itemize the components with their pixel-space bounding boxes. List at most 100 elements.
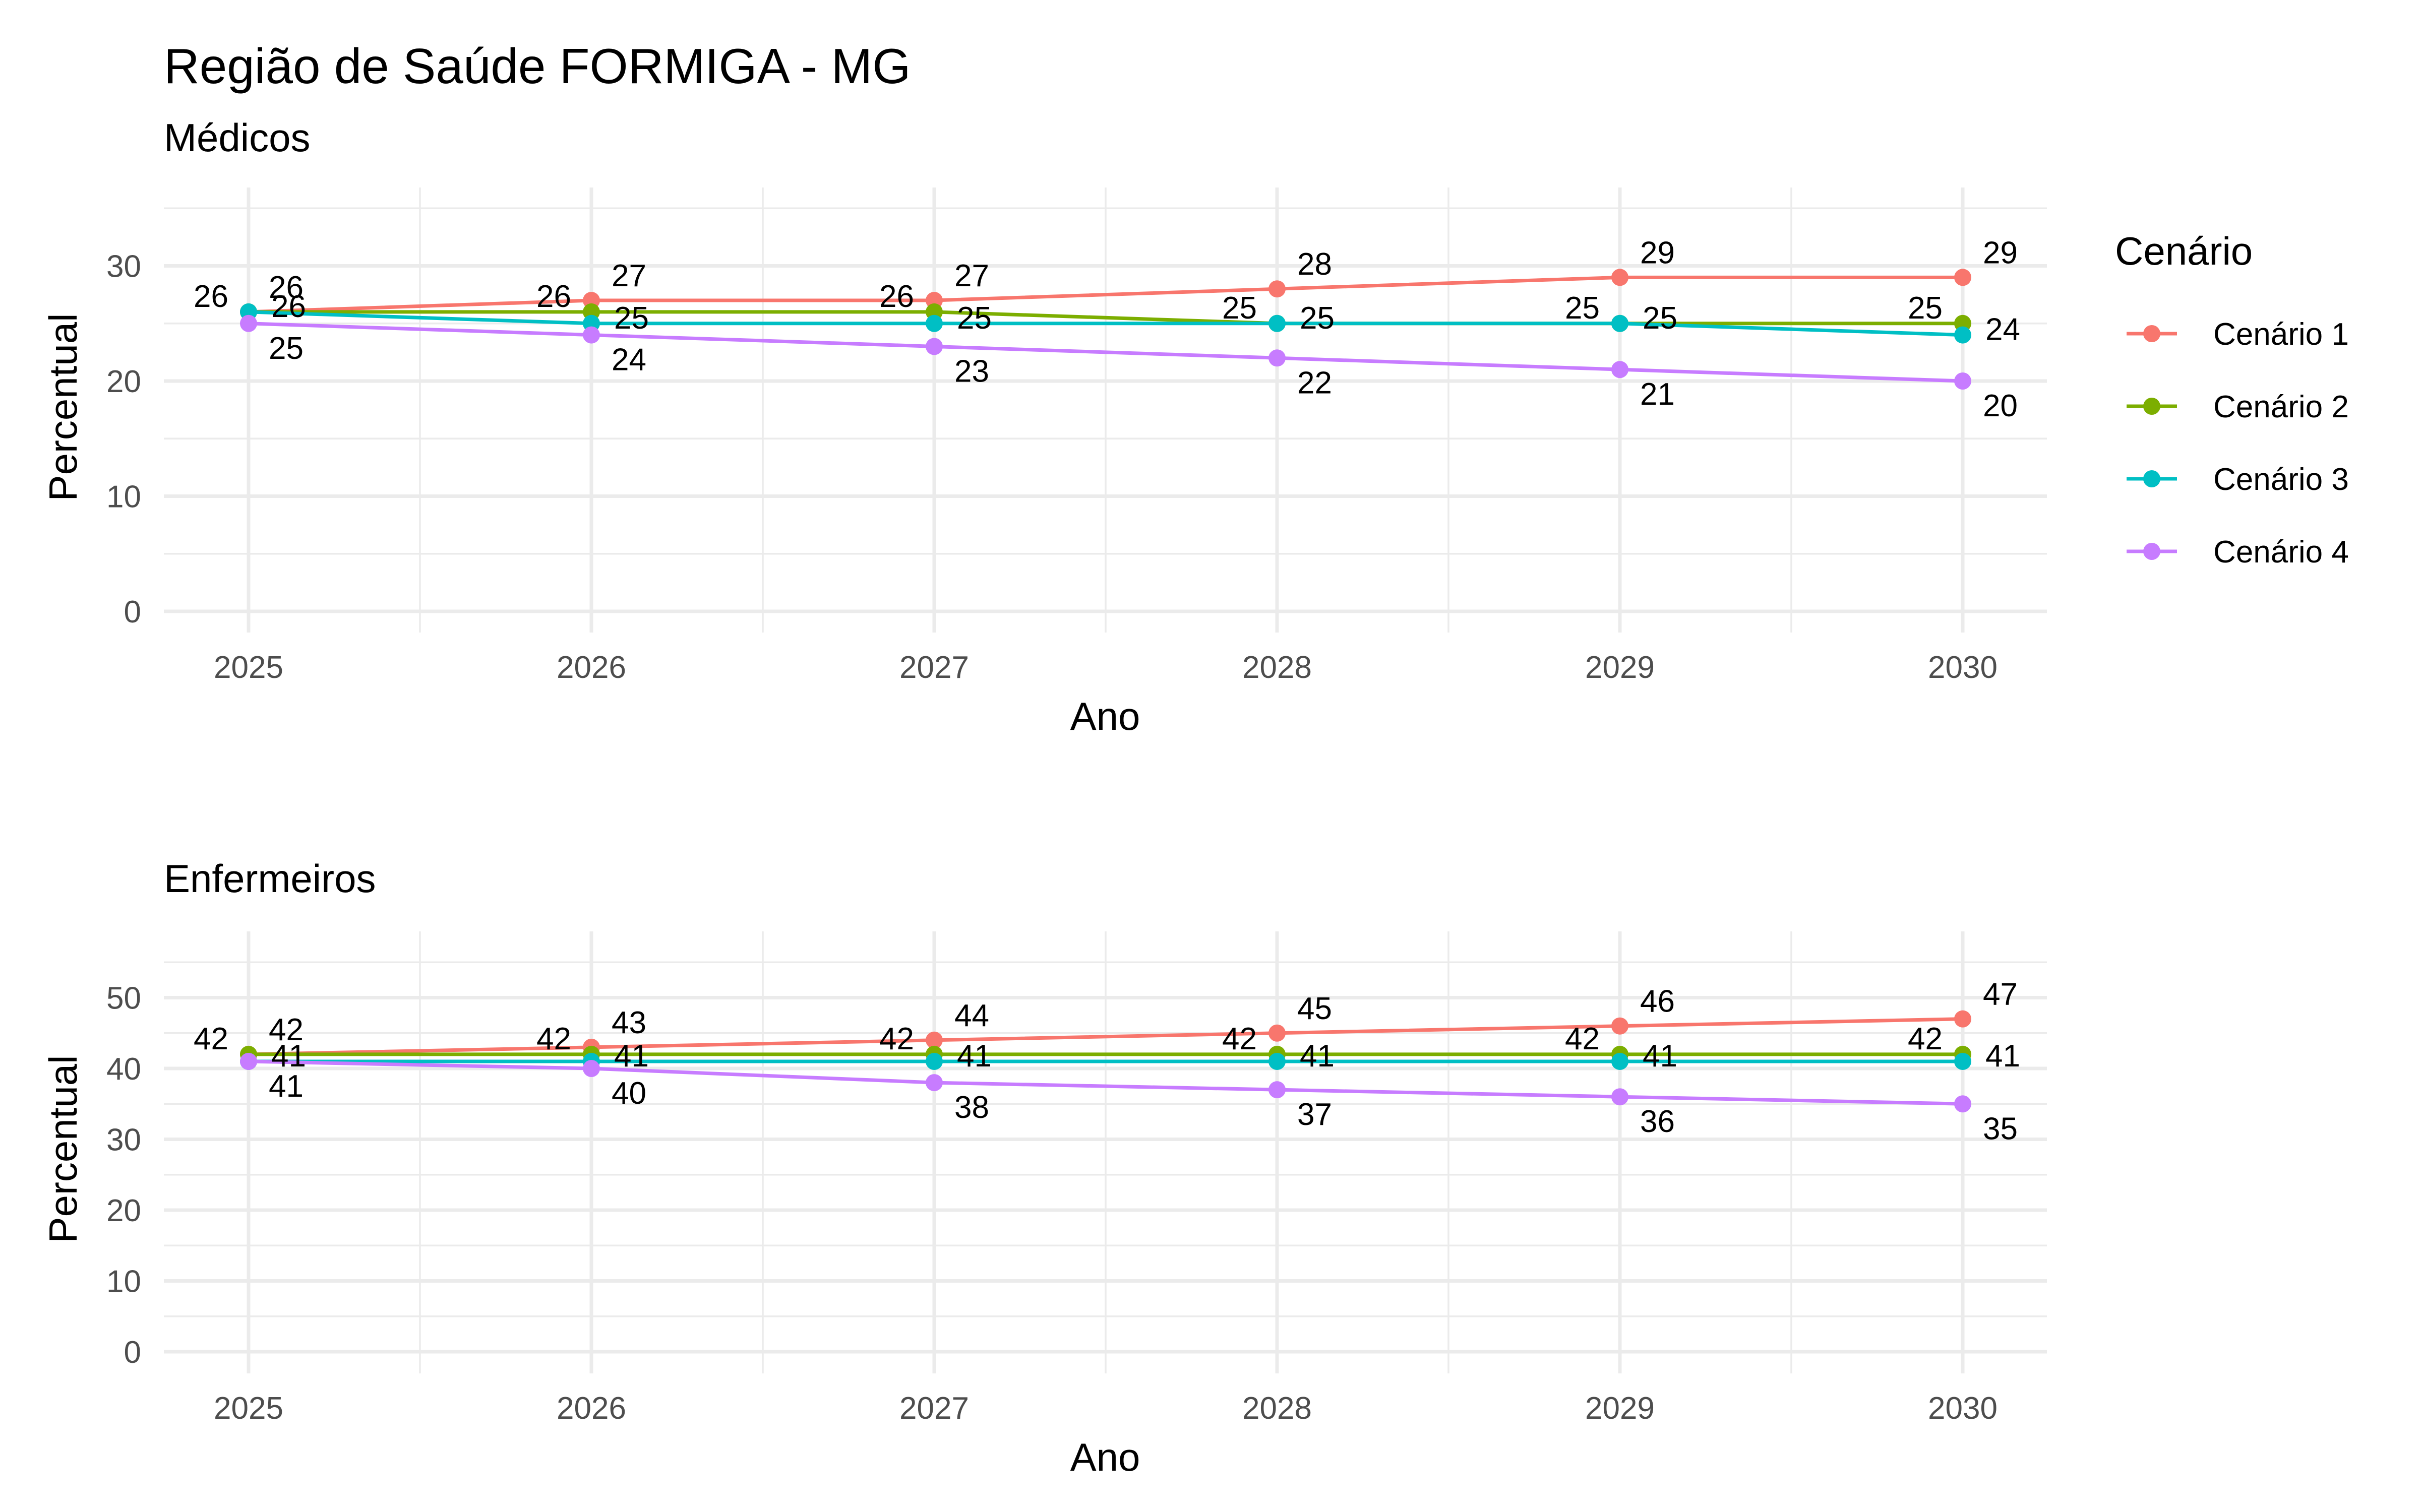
data-point [1268, 1024, 1286, 1042]
x-tick-label: 2026 [557, 1391, 626, 1426]
data-label: 25 [614, 301, 649, 336]
y-axis-title: Percentual [41, 313, 85, 501]
data-point [1954, 372, 1971, 390]
x-tick-label: 2025 [214, 1391, 283, 1426]
legend: Cenário Cenário 1 Cenário 2 Cenário 3 Ce… [2115, 229, 2349, 570]
x-tick-label: 2029 [1585, 650, 1655, 685]
data-label: 46 [1640, 984, 1675, 1019]
data-label: 42 [1222, 1022, 1257, 1056]
x-tick-label: 2025 [214, 650, 283, 685]
data-label: 45 [1297, 991, 1332, 1026]
y-axis-title: Percentual [41, 1055, 85, 1243]
data-point [926, 1074, 943, 1092]
data-point [1268, 349, 1286, 367]
data-label: 40 [612, 1076, 646, 1111]
data-label: 21 [1640, 377, 1675, 412]
y-tick-label: 20 [106, 364, 141, 399]
data-point [240, 1052, 257, 1070]
data-label: 41 [1300, 1039, 1335, 1074]
data-label: 25 [1222, 291, 1257, 326]
y-tick-label: 50 [106, 981, 141, 1016]
data-label: 41 [269, 1069, 304, 1104]
data-label: 29 [1983, 235, 2018, 270]
data-label: 26 [194, 279, 228, 314]
data-point [1268, 1052, 1286, 1070]
legend-key-point [2143, 398, 2160, 415]
series-line [249, 310, 1963, 326]
data-label: 26 [271, 289, 306, 324]
data-point [926, 1052, 943, 1070]
data-label: 41 [1985, 1039, 2020, 1074]
data-label: 27 [954, 259, 989, 293]
x-axis-title: Ano [1070, 1435, 1140, 1479]
data-label: 25 [269, 331, 304, 366]
series-line [248, 1017, 1963, 1056]
data-point [240, 314, 257, 332]
y-tick-label: 0 [124, 1335, 141, 1370]
data-label: 25 [1908, 291, 1943, 326]
data-point [1611, 314, 1628, 332]
series-line [248, 1059, 1963, 1106]
data-point [1611, 1088, 1628, 1106]
data-label: 29 [1640, 235, 1675, 270]
x-tick-label: 2030 [1928, 1391, 1998, 1426]
data-point [1611, 1017, 1628, 1035]
gridlines [164, 931, 2047, 1373]
data-label: 47 [1983, 977, 2018, 1012]
legend-entry-cenario-3: Cenário 3 [2127, 462, 2349, 497]
series-lines [240, 1010, 1971, 1113]
legend-entry-cenario-1: Cenário 1 [2127, 317, 2349, 352]
data-label: 35 [1983, 1111, 2018, 1146]
data-point [1611, 361, 1628, 379]
data-label: 26 [879, 279, 914, 314]
data-label: 25 [1643, 301, 1677, 336]
data-label: 38 [954, 1090, 989, 1125]
data-label: 26 [269, 270, 304, 305]
data-label: 41 [271, 1039, 306, 1074]
y-tick-label: 30 [106, 1123, 141, 1158]
legend-label: Cenário 1 [2213, 317, 2349, 352]
chart-title: Região de Saúde FORMIGA - MG [164, 38, 911, 94]
legend-entry-cenario-4: Cenário 4 [2127, 535, 2349, 570]
x-tick-label: 2029 [1585, 1391, 1655, 1426]
x-tick-label: 2027 [899, 650, 969, 685]
data-label: 27 [612, 259, 646, 293]
y-tick-label: 0 [124, 595, 141, 629]
y-tick-label: 10 [106, 1265, 141, 1299]
data-label: 42 [1565, 1022, 1600, 1056]
data-label: 24 [612, 343, 646, 377]
data-label: 28 [1297, 247, 1332, 282]
panel-subtitle: Médicos [164, 115, 310, 160]
series-line [248, 275, 1963, 314]
legend-key-point [2143, 543, 2160, 560]
data-point [1268, 280, 1286, 298]
data-point [926, 1031, 943, 1049]
x-axis-title: Ano [1070, 694, 1140, 738]
data-label: 26 [536, 279, 571, 314]
data-label: 42 [269, 1013, 304, 1047]
data-label: 23 [954, 354, 989, 389]
data-point [1954, 269, 1971, 286]
data-point [583, 326, 600, 344]
data-label: 44 [954, 998, 989, 1033]
data-label: 41 [957, 1039, 992, 1074]
x-tick-label: 2026 [557, 650, 626, 685]
panel-subtitle: Enfermeiros [164, 856, 376, 901]
data-point [1954, 326, 1971, 344]
x-tick-label: 2030 [1928, 650, 1998, 685]
data-label: 36 [1640, 1104, 1675, 1139]
legend-key-point [2143, 325, 2160, 342]
y-tick-label: 40 [106, 1052, 141, 1087]
series-line [248, 310, 1963, 337]
legend-label: Cenário 4 [2213, 535, 2349, 570]
data-point [583, 1060, 600, 1077]
legend-label: Cenário 2 [2213, 390, 2349, 424]
y-tick-label: 20 [106, 1193, 141, 1228]
